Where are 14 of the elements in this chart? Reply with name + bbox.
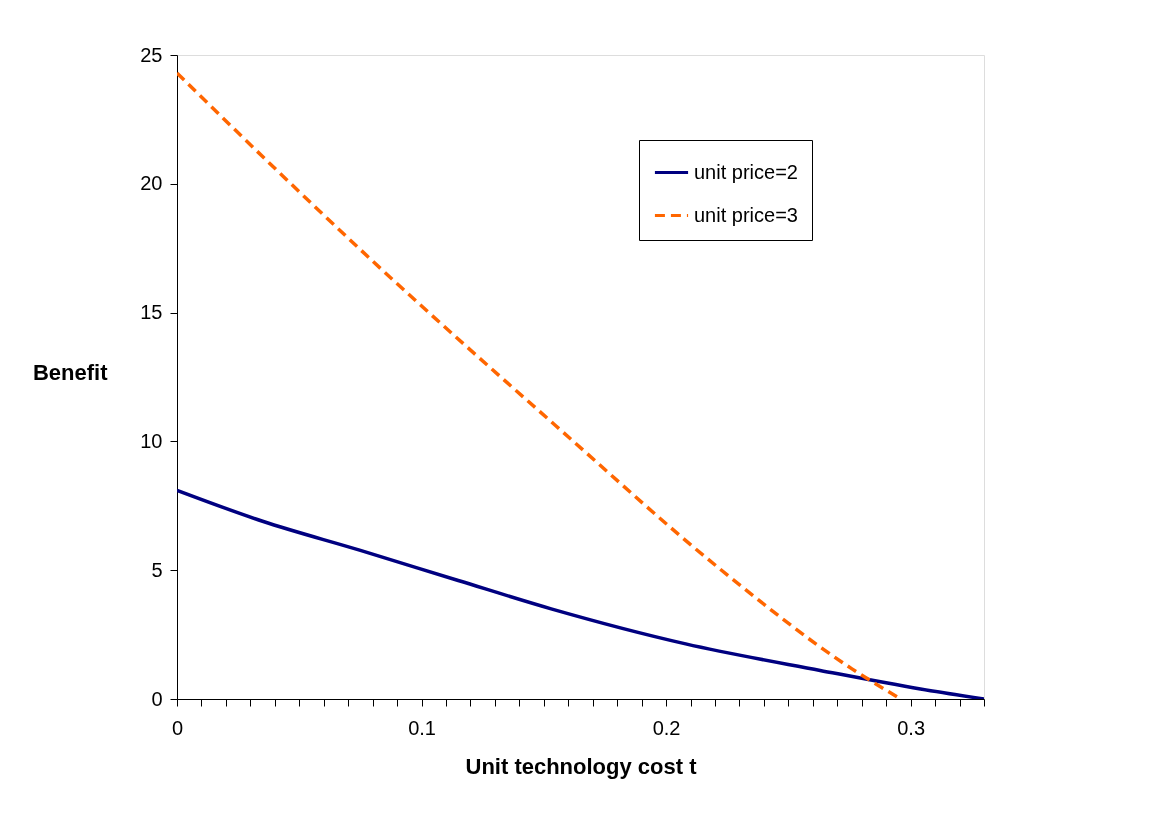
y-tick-label: 10: [140, 429, 163, 452]
x-tick-label: 0.3: [897, 716, 926, 739]
legend-label: unit price=2: [694, 160, 798, 183]
legend-label: unit price=3: [694, 203, 798, 226]
y-tick-label: 20: [140, 172, 163, 195]
y-tick-label: 15: [140, 301, 163, 324]
x-tick-label: 0.2: [652, 716, 681, 739]
x-tick-label: 0: [171, 716, 184, 739]
x-axis-title: Unit technology cost t: [465, 753, 698, 779]
x-tick-label: 0.1: [408, 716, 436, 739]
y-tick-label: 25: [140, 43, 163, 66]
y-axis-title: Benefit: [32, 359, 109, 385]
y-tick-label: 0: [151, 687, 163, 710]
y-tick-label: 5: [151, 558, 163, 581]
